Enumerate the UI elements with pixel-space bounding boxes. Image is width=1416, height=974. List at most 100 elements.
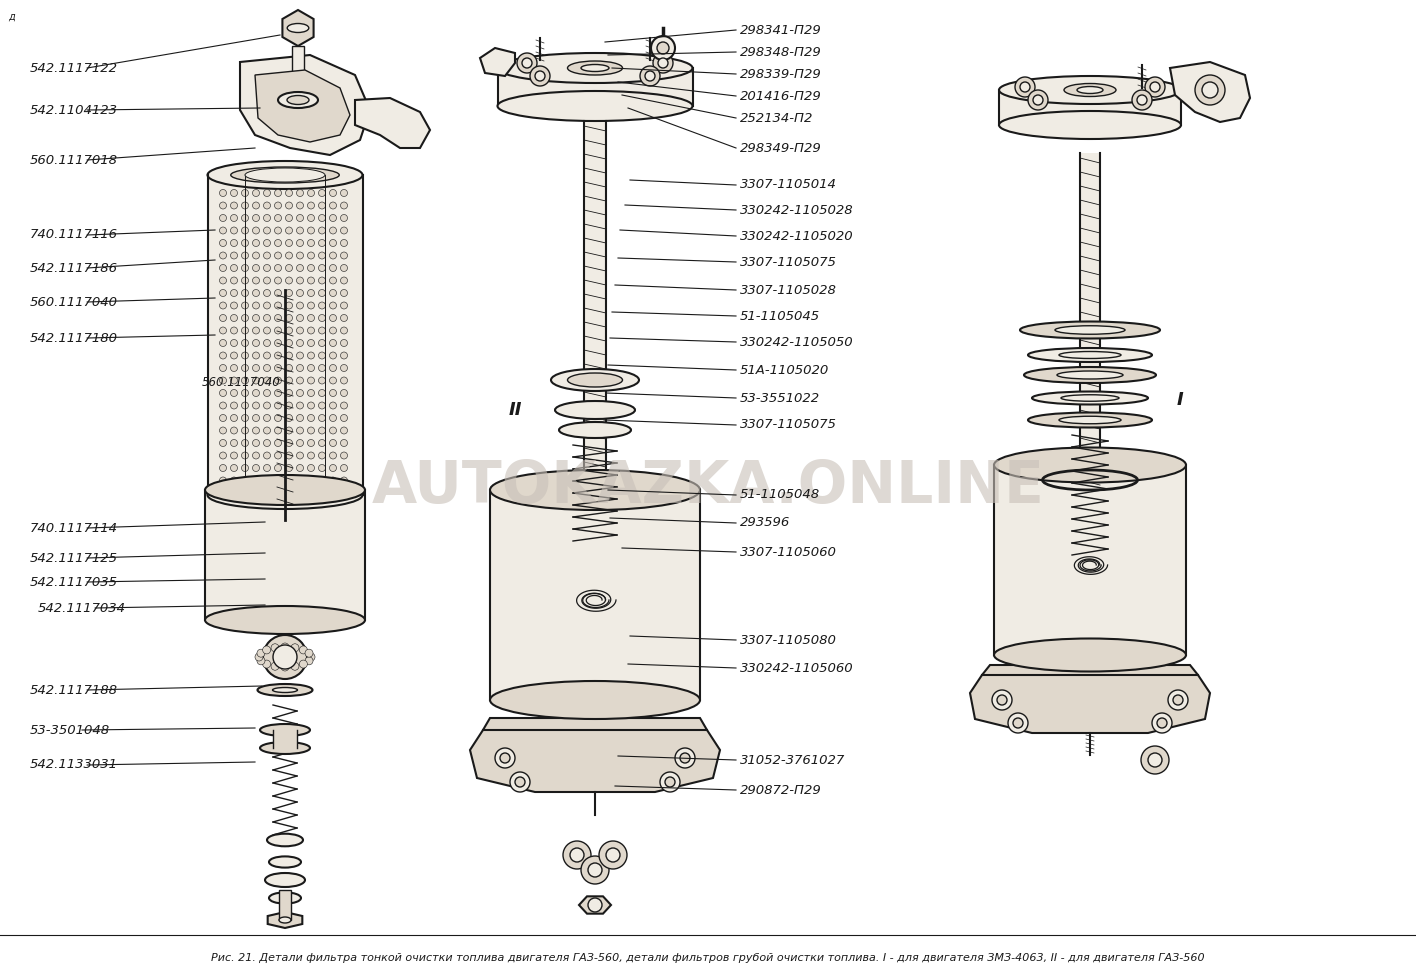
Circle shape (1028, 90, 1048, 110)
Circle shape (296, 364, 303, 371)
Circle shape (219, 289, 227, 296)
Polygon shape (355, 98, 430, 148)
Circle shape (219, 390, 227, 396)
Ellipse shape (1028, 348, 1153, 362)
Bar (1000, 90, 1181, 125)
Bar (1080, 153, 1100, 465)
Circle shape (340, 490, 347, 497)
Ellipse shape (261, 742, 310, 754)
Circle shape (242, 190, 248, 197)
Circle shape (242, 439, 248, 446)
Circle shape (680, 753, 690, 763)
Circle shape (231, 377, 238, 384)
Circle shape (242, 415, 248, 422)
Circle shape (307, 364, 314, 371)
Circle shape (296, 352, 303, 359)
Text: 560.1117040: 560.1117040 (30, 295, 118, 309)
Ellipse shape (568, 61, 623, 75)
Circle shape (275, 227, 282, 234)
Circle shape (252, 190, 259, 197)
Circle shape (242, 265, 248, 272)
Circle shape (263, 289, 270, 296)
Circle shape (263, 252, 270, 259)
Ellipse shape (1059, 416, 1121, 424)
Circle shape (523, 58, 532, 68)
Circle shape (307, 289, 314, 296)
Bar (292, 46, 304, 81)
Circle shape (231, 214, 238, 221)
Circle shape (252, 214, 259, 221)
Circle shape (1131, 90, 1153, 110)
Circle shape (307, 390, 314, 396)
Circle shape (319, 452, 326, 459)
Circle shape (252, 465, 259, 471)
Circle shape (307, 277, 314, 284)
Circle shape (275, 202, 282, 209)
Circle shape (219, 202, 227, 209)
Text: 542.1117122: 542.1117122 (30, 61, 118, 74)
Circle shape (330, 390, 337, 396)
Ellipse shape (287, 95, 309, 104)
Circle shape (231, 190, 238, 197)
Polygon shape (1170, 62, 1250, 122)
Circle shape (319, 402, 326, 409)
Circle shape (242, 390, 248, 396)
Circle shape (319, 227, 326, 234)
Circle shape (286, 352, 293, 359)
Text: д: д (8, 12, 14, 22)
Circle shape (1008, 713, 1028, 733)
Circle shape (286, 390, 293, 396)
Circle shape (319, 390, 326, 396)
Circle shape (1150, 82, 1160, 92)
Circle shape (658, 58, 668, 68)
Ellipse shape (581, 64, 609, 71)
Circle shape (666, 777, 675, 787)
Circle shape (657, 42, 668, 54)
Circle shape (319, 265, 326, 272)
Circle shape (660, 772, 680, 792)
Circle shape (307, 452, 314, 459)
Circle shape (242, 352, 248, 359)
Bar (994, 465, 1187, 655)
Ellipse shape (258, 684, 313, 696)
Ellipse shape (490, 681, 700, 719)
Circle shape (242, 364, 248, 371)
Bar (497, 68, 692, 106)
Circle shape (319, 352, 326, 359)
Bar (490, 490, 700, 700)
Ellipse shape (208, 161, 362, 189)
Text: 330242-1105020: 330242-1105020 (741, 230, 854, 243)
Circle shape (307, 377, 314, 384)
Ellipse shape (287, 23, 309, 32)
Circle shape (1157, 718, 1167, 728)
Ellipse shape (1078, 87, 1103, 94)
Circle shape (280, 663, 289, 671)
Text: II: II (508, 401, 521, 419)
Ellipse shape (272, 688, 297, 693)
Ellipse shape (269, 856, 302, 868)
Circle shape (330, 214, 337, 221)
Circle shape (219, 315, 227, 321)
Ellipse shape (279, 917, 292, 923)
Circle shape (275, 477, 282, 484)
Circle shape (242, 427, 248, 434)
Circle shape (340, 302, 347, 309)
Circle shape (1015, 77, 1035, 97)
Ellipse shape (205, 606, 365, 634)
Circle shape (242, 340, 248, 347)
Circle shape (330, 352, 337, 359)
Circle shape (219, 340, 227, 347)
Bar (208, 175, 362, 495)
Circle shape (252, 240, 259, 246)
Circle shape (296, 327, 303, 334)
Circle shape (330, 190, 337, 197)
Polygon shape (239, 55, 370, 155)
Circle shape (319, 427, 326, 434)
Circle shape (296, 427, 303, 434)
Circle shape (296, 227, 303, 234)
Circle shape (263, 315, 270, 321)
Circle shape (275, 340, 282, 347)
Circle shape (606, 848, 620, 862)
Circle shape (262, 660, 270, 668)
Text: 3307-1105060: 3307-1105060 (741, 545, 837, 558)
